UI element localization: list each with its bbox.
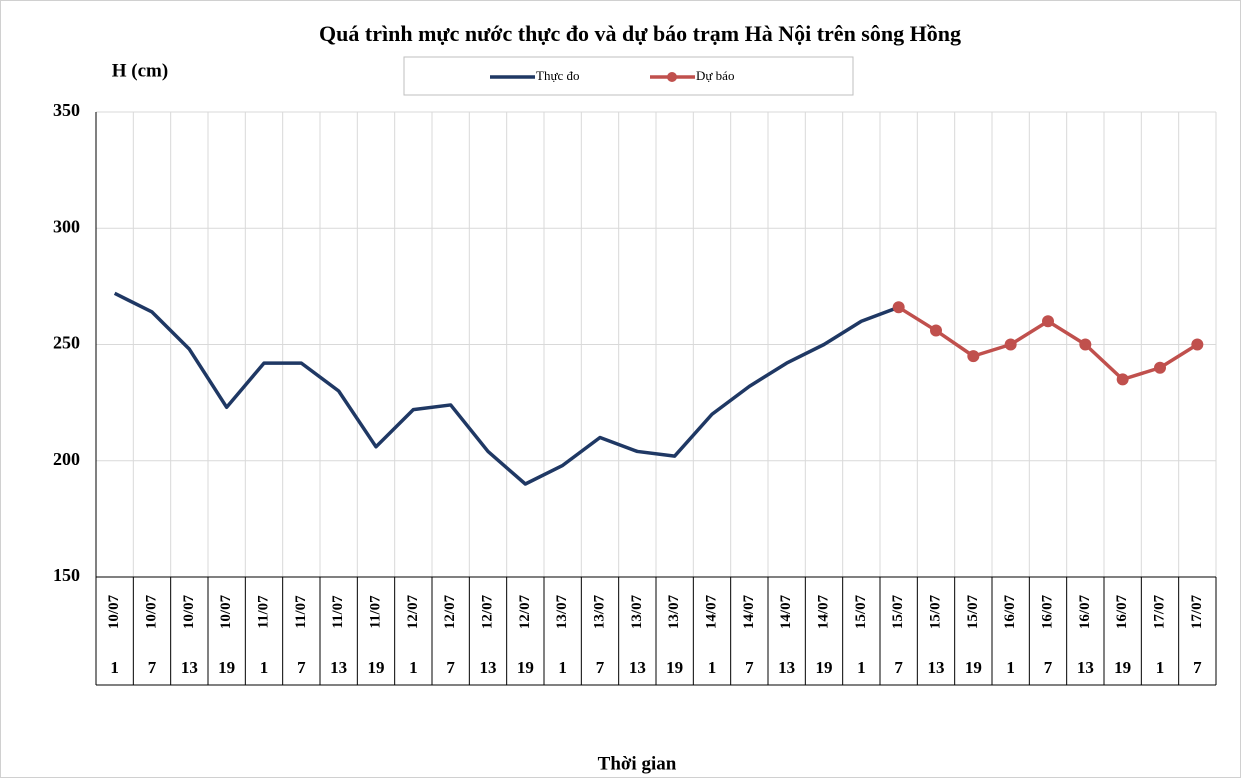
x-tick-hour: 13 — [629, 658, 646, 677]
x-tick-hour: 19 — [816, 658, 833, 677]
y-tick-label: 300 — [53, 216, 80, 236]
x-tick-hour: 1 — [1006, 658, 1015, 677]
x-tick-hour: 7 — [745, 658, 754, 677]
x-tick-label: 15/07 — [965, 594, 981, 629]
x-tick-hour: 7 — [1193, 658, 1202, 677]
x-tick-hour: 1 — [708, 658, 717, 677]
x-tick-label: 12/07 — [479, 594, 495, 629]
x-tick-hour: 1 — [1156, 658, 1165, 677]
y-tick-label: 250 — [53, 333, 80, 353]
x-tick-label: 16/07 — [1077, 594, 1093, 629]
x-tick-hour: 13 — [928, 658, 945, 677]
series-marker — [1154, 361, 1166, 374]
x-tick-hour: 1 — [857, 658, 866, 677]
x-tick-label: 12/07 — [517, 594, 533, 629]
x-tick-hour: 13 — [1077, 658, 1094, 677]
x-tick-label: 13/07 — [629, 594, 645, 629]
x-tick-hour: 19 — [517, 658, 534, 677]
x-tick-hour: 1 — [409, 658, 418, 677]
series-marker — [1191, 338, 1204, 351]
x-tick-label: 11/07 — [255, 595, 271, 629]
y-tick-label: 350 — [53, 100, 80, 120]
x-tick-label: 10/07 — [106, 594, 122, 629]
chart-title: Quá trình mực nước thực đo và dự báo trạ… — [319, 21, 961, 46]
x-tick-label: 11/07 — [367, 595, 383, 629]
x-tick-hour: 13 — [181, 658, 198, 677]
y-tick-label: 150 — [53, 565, 80, 585]
series-marker — [1079, 338, 1092, 351]
series-line — [113, 291, 900, 486]
x-tick-label: 17/07 — [1151, 594, 1167, 629]
x-tick-label: 10/07 — [143, 594, 159, 629]
series-marker — [967, 350, 980, 363]
x-tick-hour: 1 — [110, 658, 119, 677]
legend-marker — [667, 72, 677, 82]
legend — [403, 56, 854, 96]
x-tick-label: 13/07 — [666, 594, 682, 629]
x-tick-label: 12/07 — [405, 594, 421, 629]
x-tick-label: 16/07 — [1002, 594, 1018, 629]
x-tick-label: 13/07 — [554, 594, 570, 629]
y-tick-label: 200 — [53, 449, 80, 469]
x-tick-label: 11/07 — [293, 595, 309, 629]
x-tick-hour: 7 — [148, 658, 157, 677]
x-tick-hour: 19 — [368, 658, 385, 677]
x-tick-hour: 7 — [894, 658, 903, 677]
x-tick-hour: 19 — [1114, 658, 1131, 677]
x-axis-label: Thời gian — [598, 753, 677, 774]
legend-label: Thực đo — [536, 68, 580, 83]
x-tick-hour: 13 — [330, 658, 347, 677]
x-tick-label: 10/07 — [218, 594, 234, 629]
x-tick-hour: 7 — [1044, 658, 1053, 677]
x-tick-hour: 19 — [218, 658, 235, 677]
x-tick-hour: 1 — [260, 658, 269, 677]
x-tick-label: 16/07 — [1114, 594, 1130, 629]
x-tick-hour: 7 — [297, 658, 306, 677]
x-tick-label: 14/07 — [815, 594, 831, 629]
x-tick-hour: 13 — [778, 658, 795, 677]
x-tick-hour: 13 — [480, 658, 497, 677]
x-tick-label: 14/07 — [741, 594, 757, 629]
series-marker — [1116, 373, 1129, 386]
x-tick-label: 12/07 — [442, 594, 458, 629]
x-tick-label: 16/07 — [1039, 594, 1055, 629]
x-tick-hour: 19 — [965, 658, 982, 677]
x-tick-label: 15/07 — [890, 594, 906, 629]
series-marker — [892, 301, 905, 314]
y-axis-label: H (cm) — [112, 60, 168, 81]
x-tick-label: 15/07 — [927, 594, 943, 629]
series-marker — [930, 324, 942, 337]
x-tick-label: 17/07 — [1189, 594, 1205, 629]
x-tick-label: 13/07 — [591, 594, 607, 629]
x-tick-hour: 19 — [666, 658, 683, 677]
x-tick-label: 14/07 — [778, 594, 794, 629]
x-tick-hour: 7 — [596, 658, 605, 677]
x-tick-label: 11/07 — [330, 595, 346, 629]
x-tick-hour: 7 — [446, 658, 455, 677]
series-marker — [1042, 315, 1054, 328]
legend-label: Dự báo — [696, 68, 734, 83]
x-tick-label: 15/07 — [853, 594, 869, 629]
x-tick-label: 14/07 — [703, 594, 719, 629]
series-marker — [1004, 338, 1017, 351]
x-tick-hour: 1 — [558, 658, 567, 677]
x-tick-label: 10/07 — [181, 594, 197, 629]
